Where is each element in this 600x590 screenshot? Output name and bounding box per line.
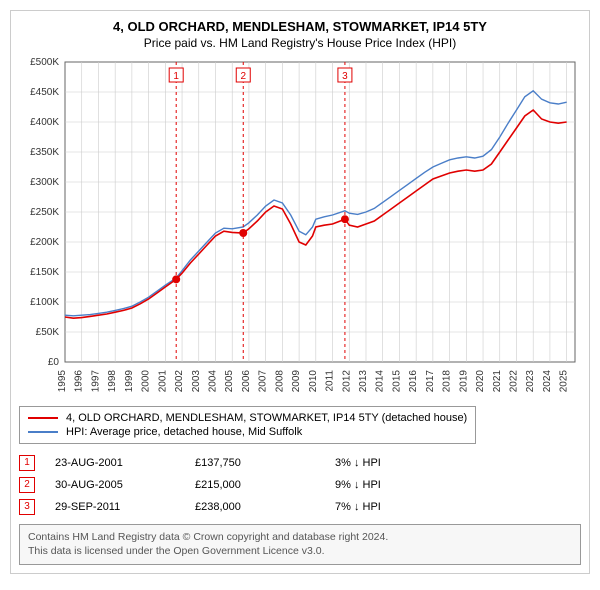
sale-date: 23-AUG-2001 <box>55 457 195 469</box>
svg-text:3: 3 <box>342 71 348 82</box>
legend-row: 4, OLD ORCHARD, MENDLESHAM, STOWMARKET, … <box>28 411 467 425</box>
svg-text:2005: 2005 <box>224 370 235 393</box>
sale-date: 30-AUG-2005 <box>55 479 195 491</box>
svg-text:£50K: £50K <box>36 327 60 338</box>
legend-row: HPI: Average price, detached house, Mid … <box>28 425 467 439</box>
svg-text:1996: 1996 <box>74 370 85 393</box>
sales-table: 1 23-AUG-2001£137,7503% ↓ HPI 2 30-AUG-2005… <box>19 452 581 518</box>
svg-text:1997: 1997 <box>90 370 101 393</box>
sale-marker: 1 <box>19 455 35 471</box>
svg-text:2009: 2009 <box>291 370 302 393</box>
svg-text:2016: 2016 <box>408 370 419 393</box>
svg-text:2007: 2007 <box>258 370 269 393</box>
svg-text:2006: 2006 <box>241 370 252 393</box>
svg-text:2021: 2021 <box>492 370 503 393</box>
price-chart: £0 £50K £100K £150K £200K £250K £300K £350K £400… <box>19 58 579 398</box>
legend-label: 4, OLD ORCHARD, MENDLESHAM, STOWMARKET, … <box>66 412 467 424</box>
svg-text:£100K: £100K <box>30 297 59 308</box>
sale-marker: 2 <box>19 477 35 493</box>
svg-text:2023: 2023 <box>525 370 536 393</box>
chart-subtitle: Price paid vs. HM Land Registry's House … <box>19 36 581 50</box>
sale-price: £137,750 <box>195 457 335 469</box>
legend-label: HPI: Average price, detached house, Mid … <box>66 426 302 438</box>
svg-text:£350K: £350K <box>30 147 59 158</box>
attribution-footer: Contains HM Land Registry data © Crown c… <box>19 524 581 565</box>
svg-text:2004: 2004 <box>207 370 218 393</box>
svg-text:2000: 2000 <box>141 370 152 393</box>
svg-text:£250K: £250K <box>30 207 59 218</box>
svg-text:2012: 2012 <box>341 370 352 393</box>
svg-text:2025: 2025 <box>559 370 570 393</box>
sale-row: 2 30-AUG-2005£215,0009% ↓ HPI <box>19 474 581 496</box>
sale-pct: 3% ↓ HPI <box>335 457 475 469</box>
chart-container: 4, OLD ORCHARD, MENDLESHAM, STOWMARKET, … <box>10 10 590 574</box>
svg-text:£400K: £400K <box>30 117 59 128</box>
svg-text:£0: £0 <box>48 357 60 368</box>
svg-text:£150K: £150K <box>30 267 59 278</box>
svg-text:£500K: £500K <box>30 58 59 68</box>
svg-text:2001: 2001 <box>157 370 168 393</box>
svg-text:2013: 2013 <box>358 370 369 393</box>
sale-marker: 3 <box>19 499 35 515</box>
svg-text:1995: 1995 <box>57 370 68 393</box>
svg-text:£300K: £300K <box>30 177 59 188</box>
sale-price: £238,000 <box>195 501 335 513</box>
svg-text:£450K: £450K <box>30 87 59 98</box>
svg-text:2011: 2011 <box>325 370 336 392</box>
sale-pct: 9% ↓ HPI <box>335 479 475 491</box>
svg-text:1: 1 <box>173 71 179 82</box>
sale-pct: 7% ↓ HPI <box>335 501 475 513</box>
svg-text:2019: 2019 <box>458 370 469 393</box>
svg-text:2: 2 <box>240 71 246 82</box>
svg-text:2018: 2018 <box>442 370 453 393</box>
svg-text:1998: 1998 <box>107 370 118 393</box>
legend-swatch <box>28 417 58 419</box>
sale-price: £215,000 <box>195 479 335 491</box>
svg-text:2014: 2014 <box>375 370 386 393</box>
svg-text:2017: 2017 <box>425 370 436 393</box>
svg-text:2022: 2022 <box>508 370 519 393</box>
footer-line-2: This data is licensed under the Open Gov… <box>28 545 325 557</box>
svg-text:2002: 2002 <box>174 370 185 393</box>
legend: 4, OLD ORCHARD, MENDLESHAM, STOWMARKET, … <box>19 406 476 444</box>
svg-text:2008: 2008 <box>274 370 285 393</box>
svg-text:2003: 2003 <box>191 370 202 393</box>
svg-text:£200K: £200K <box>30 237 59 248</box>
svg-text:2024: 2024 <box>542 370 553 393</box>
svg-text:2010: 2010 <box>308 370 319 393</box>
sale-row: 3 29-SEP-2011£238,0007% ↓ HPI <box>19 496 581 518</box>
footer-line-1: Contains HM Land Registry data © Crown c… <box>28 531 388 543</box>
legend-swatch <box>28 431 58 433</box>
svg-text:2020: 2020 <box>475 370 486 393</box>
svg-text:2015: 2015 <box>391 370 402 393</box>
chart-title: 4, OLD ORCHARD, MENDLESHAM, STOWMARKET, … <box>19 19 581 34</box>
sale-date: 29-SEP-2011 <box>55 501 195 513</box>
svg-text:1999: 1999 <box>124 370 135 393</box>
sale-row: 1 23-AUG-2001£137,7503% ↓ HPI <box>19 452 581 474</box>
